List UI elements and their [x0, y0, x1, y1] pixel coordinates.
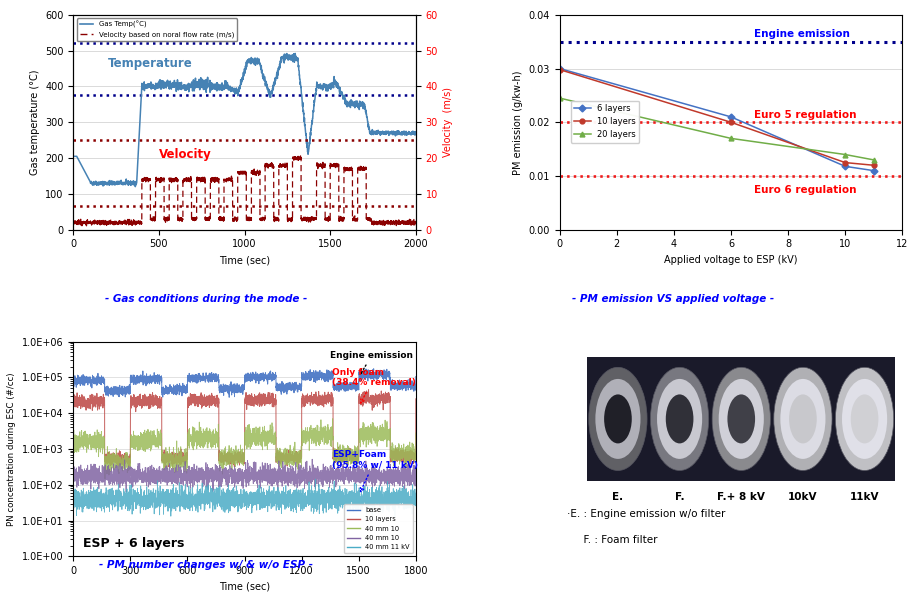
20 layers — [868, 156, 879, 163]
Text: F. : Foam filter: F. : Foam filter — [577, 535, 658, 545]
Ellipse shape — [789, 394, 817, 443]
Bar — [587, 356, 896, 481]
Line: 10 layers: 10 layers — [557, 67, 876, 168]
Text: 11kV: 11kV — [850, 492, 879, 502]
10 layers — [868, 162, 879, 169]
Text: - PM emission VS applied voltage -: - PM emission VS applied voltage - — [572, 294, 774, 304]
Text: E.: E. — [613, 492, 624, 502]
Line: 20 layers: 20 layers — [557, 96, 876, 162]
Ellipse shape — [605, 394, 632, 443]
Ellipse shape — [835, 367, 894, 471]
X-axis label: Applied voltage to ESP (kV): Applied voltage to ESP (kV) — [664, 255, 798, 265]
Text: Euro 6 regulation: Euro 6 regulation — [754, 185, 856, 195]
Text: Velocity: Velocity — [158, 148, 212, 161]
Text: F.+ 8 kV: F.+ 8 kV — [717, 492, 765, 502]
Legend: 6 layers, 10 layers, 20 layers: 6 layers, 10 layers, 20 layers — [571, 101, 639, 143]
Legend: Gas Temp(°C), Velocity based on noral flow rate (m/s): Gas Temp(°C), Velocity based on noral fl… — [77, 18, 237, 41]
Ellipse shape — [595, 379, 640, 459]
Text: Euro 5 regulation: Euro 5 regulation — [754, 110, 856, 120]
Ellipse shape — [666, 394, 693, 443]
Text: ·E. : Engine emission w/o filter: ·E. : Engine emission w/o filter — [567, 509, 725, 519]
Text: ESP+Foam
(95.8% w/ 11 kV): ESP+Foam (95.8% w/ 11 kV) — [333, 451, 418, 492]
Text: Engine emission: Engine emission — [330, 351, 413, 374]
Y-axis label: PN concentration during ESC (#/cc): PN concentration during ESC (#/cc) — [7, 372, 16, 526]
20 layers — [725, 135, 736, 142]
Text: F.: F. — [675, 492, 684, 502]
X-axis label: Time (sec): Time (sec) — [219, 255, 270, 265]
10 layers — [840, 159, 851, 166]
Text: 10kV: 10kV — [788, 492, 818, 502]
6 layers — [868, 167, 879, 174]
Y-axis label: Gas temperature (°C): Gas temperature (°C) — [29, 69, 39, 175]
Y-axis label: PM emission (g/kw-h): PM emission (g/kw-h) — [513, 70, 523, 175]
6 layers — [554, 65, 565, 72]
Ellipse shape — [650, 367, 709, 471]
Ellipse shape — [774, 367, 832, 471]
10 layers — [725, 119, 736, 126]
Ellipse shape — [727, 394, 755, 443]
Line: 6 layers: 6 layers — [557, 66, 876, 173]
Text: Temperature: Temperature — [107, 57, 192, 70]
Legend: base, 10 layers, 40 mm 10, 40 mm 10, 40 mm 11 kV: base, 10 layers, 40 mm 10, 40 mm 10, 40 … — [344, 504, 412, 553]
Text: Engine emission: Engine emission — [754, 30, 850, 40]
Ellipse shape — [657, 379, 703, 459]
Ellipse shape — [719, 379, 764, 459]
Ellipse shape — [780, 379, 825, 459]
20 layers — [840, 151, 851, 158]
10 layers — [554, 66, 565, 73]
Text: ESP + 6 layers: ESP + 6 layers — [82, 537, 184, 550]
Y-axis label: Velocity  (m/s): Velocity (m/s) — [443, 87, 453, 157]
Text: Only foam
(38.4% removal): Only foam (38.4% removal) — [333, 368, 416, 403]
6 layers — [840, 163, 851, 170]
20 layers — [554, 95, 565, 102]
6 layers — [725, 113, 736, 120]
Ellipse shape — [589, 367, 647, 471]
Ellipse shape — [851, 394, 878, 443]
Text: - PM number changes w/ & w/o ESP -: - PM number changes w/ & w/o ESP - — [99, 559, 313, 570]
X-axis label: Time (sec): Time (sec) — [219, 582, 270, 592]
Ellipse shape — [842, 379, 887, 459]
Text: - Gas conditions during the mode -: - Gas conditions during the mode - — [105, 294, 307, 304]
Ellipse shape — [712, 367, 770, 471]
